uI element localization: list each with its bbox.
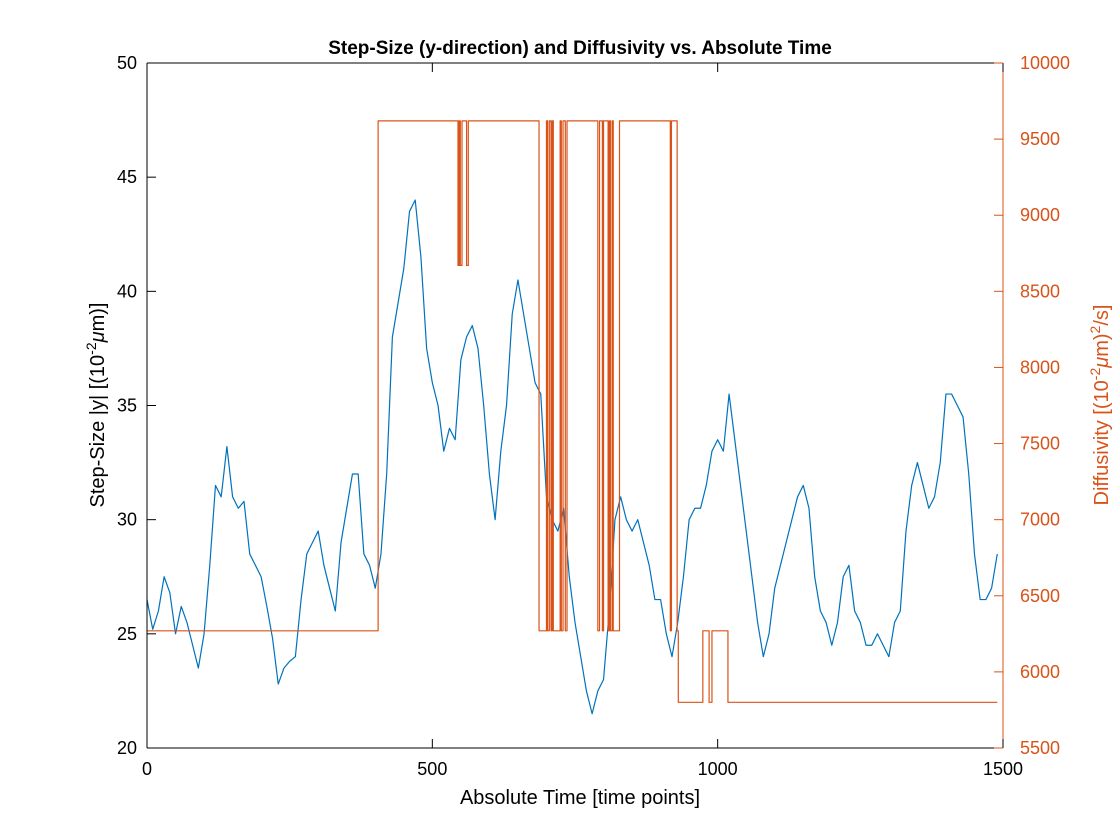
y-left-tick-label: 25 (117, 624, 137, 644)
plot-box (147, 63, 1003, 748)
y-right-tick-label: 9500 (1020, 129, 1060, 149)
axes-layer: 0 500 1000 1500 20 25 30 35 40 45 50 5500 6000 6500 70… (117, 53, 1070, 779)
y-label-part: Diffusivity [(10 (1091, 380, 1113, 505)
x-tick-label: 0 (142, 759, 152, 779)
y-label-part: m)] (87, 303, 109, 332)
y-right-tick-label: 8500 (1020, 281, 1060, 301)
y-right-tick-label: 5500 (1020, 738, 1060, 758)
step-size-series-line (146, 199, 998, 715)
y-right-tick-label: 9000 (1020, 205, 1060, 225)
y-label-part: Step-Size |y| [(10 (87, 355, 109, 508)
plot-area (147, 63, 1003, 748)
y-left-tick-label: 45 (117, 167, 137, 187)
y-label-part: μ (87, 331, 109, 343)
y-right-tick-label: 8000 (1020, 357, 1060, 377)
chart-title: Step-Size (y-direction) and Diffusivity … (328, 38, 832, 59)
x-tick-label: 500 (417, 759, 447, 779)
y-label-part: 2 (1087, 325, 1103, 333)
y-label-part: -2 (83, 342, 99, 355)
y-label-part: /s] (1091, 305, 1113, 326)
y-right-tick-label: 7500 (1020, 434, 1060, 454)
y-left-tick-label: 35 (117, 396, 137, 416)
y-axis-label-right: Diffusivity [(10-2μm)2/s] (1087, 305, 1113, 506)
y-right-tick-label: 10000 (1020, 53, 1070, 73)
y-right-tick-label: 7000 (1020, 510, 1060, 530)
x-axis-label: Absolute Time [time points] (460, 787, 700, 809)
y-label-part: -2 (1087, 368, 1103, 381)
y-right-tick-label: 6000 (1020, 662, 1060, 682)
y-left-tick-label: 30 (117, 510, 137, 530)
y-label-part: m) (1091, 333, 1113, 356)
diffusivity-series-line (147, 120, 998, 703)
y-left-tick-label: 50 (117, 53, 137, 73)
y-axis-label-left: Step-Size |y| [(10-2μm)] (83, 303, 109, 508)
x-tick-label: 1000 (698, 759, 738, 779)
x-tick-label: 1500 (983, 759, 1023, 779)
y-label-part: μ (1091, 357, 1113, 369)
y-left-tick-label: 20 (117, 738, 137, 758)
series-layer (146, 120, 998, 715)
y-right-tick-label: 6500 (1020, 586, 1060, 606)
y-left-tick-label: 40 (117, 281, 137, 301)
